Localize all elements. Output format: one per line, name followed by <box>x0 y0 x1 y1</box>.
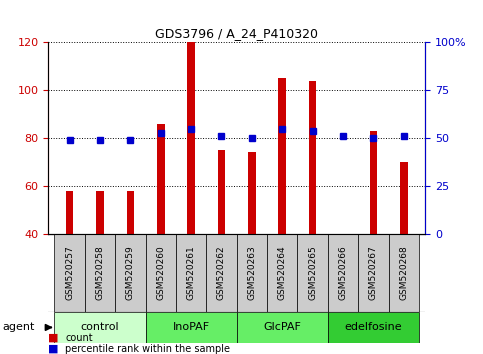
Bar <box>389 234 419 312</box>
Text: ■: ■ <box>48 344 59 354</box>
Text: GlcPAF: GlcPAF <box>263 322 301 332</box>
Bar <box>218 150 225 234</box>
Bar <box>96 190 104 234</box>
Bar <box>237 312 328 343</box>
Text: edelfosine: edelfosine <box>344 322 402 332</box>
Text: agent: agent <box>2 322 35 332</box>
Text: GSM520260: GSM520260 <box>156 245 165 300</box>
Bar <box>298 234 328 312</box>
Bar <box>206 234 237 312</box>
Bar <box>85 234 115 312</box>
Bar <box>267 234 298 312</box>
Bar <box>400 162 408 234</box>
Bar <box>328 312 419 343</box>
Text: GSM520261: GSM520261 <box>186 245 196 300</box>
Text: GSM520259: GSM520259 <box>126 245 135 300</box>
Text: InoPAF: InoPAF <box>172 322 210 332</box>
Text: GSM520258: GSM520258 <box>96 245 104 300</box>
Bar <box>358 234 389 312</box>
Text: GSM520264: GSM520264 <box>278 245 287 300</box>
Bar <box>157 124 165 234</box>
Bar <box>309 81 316 234</box>
Text: ■: ■ <box>48 333 59 343</box>
Bar <box>278 78 286 234</box>
Text: GSM520266: GSM520266 <box>339 245 347 300</box>
Bar <box>66 190 73 234</box>
Bar <box>55 234 85 312</box>
Text: GSM520263: GSM520263 <box>247 245 256 300</box>
Bar <box>328 234 358 312</box>
Text: GSM520257: GSM520257 <box>65 245 74 300</box>
Bar <box>187 42 195 234</box>
Bar <box>145 234 176 312</box>
Text: GSM520262: GSM520262 <box>217 245 226 300</box>
Text: GSM520265: GSM520265 <box>308 245 317 300</box>
Bar <box>115 234 145 312</box>
Text: GSM520268: GSM520268 <box>399 245 408 300</box>
Text: count: count <box>65 333 93 343</box>
Bar <box>369 131 377 234</box>
Text: percentile rank within the sample: percentile rank within the sample <box>65 344 230 354</box>
Bar <box>248 152 256 234</box>
Bar <box>127 190 134 234</box>
Text: GSM520267: GSM520267 <box>369 245 378 300</box>
Bar <box>237 234 267 312</box>
Text: control: control <box>81 322 119 332</box>
Bar <box>176 234 206 312</box>
Bar <box>55 312 145 343</box>
Bar <box>145 312 237 343</box>
Title: GDS3796 / A_24_P410320: GDS3796 / A_24_P410320 <box>155 27 318 40</box>
